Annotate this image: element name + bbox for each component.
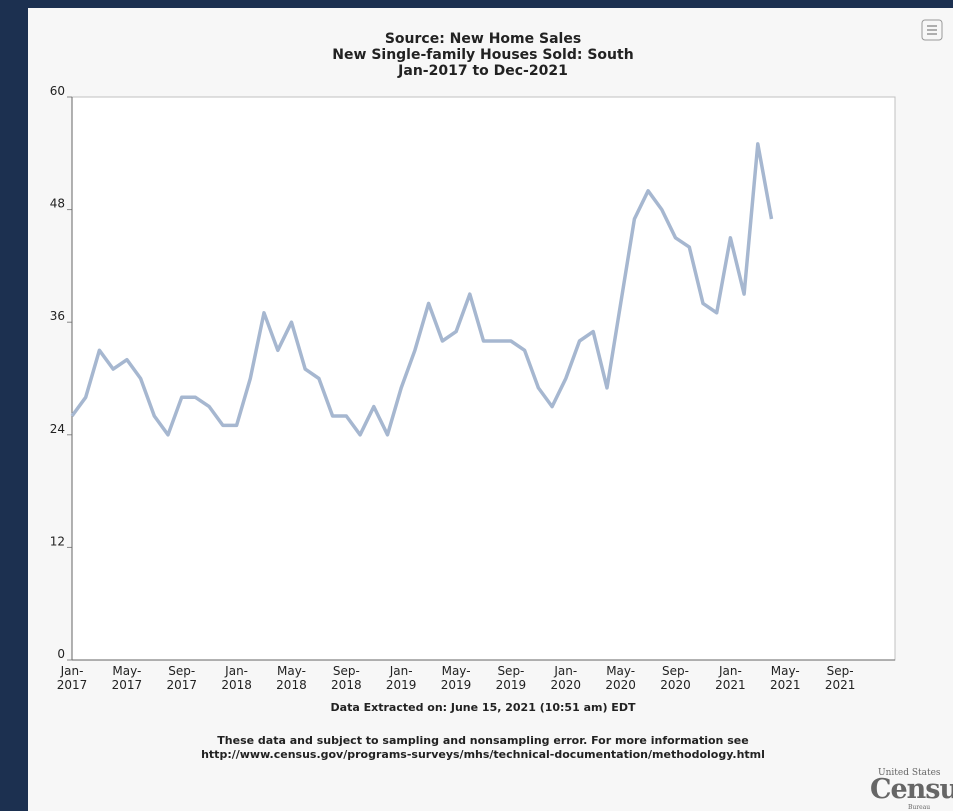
x-tick-label: May-2021 <box>769 664 801 692</box>
x-tick-label: Sep-2019 <box>495 664 527 692</box>
chart-title: New Single-family Houses Sold: South <box>332 47 633 63</box>
y-tick-label: 48 <box>50 197 65 211</box>
source-note: http://www.census.gov/programs-surveys/m… <box>201 748 765 761</box>
x-tick-label: Sep-2018 <box>331 664 362 692</box>
x-tick-label: Jan-2021 <box>715 664 746 692</box>
y-tick-label: 12 <box>50 534 65 548</box>
x-tick-label: Jan-2019 <box>385 664 417 692</box>
x-tick-label: May-2020 <box>605 664 636 692</box>
x-tick-label: Sep-2017 <box>166 664 197 692</box>
y-tick-label: 60 <box>50 84 65 98</box>
x-tick-label: Jan-2017 <box>56 664 88 692</box>
chart-panel: Source: New Home Sales New Single-family … <box>28 8 953 811</box>
logo-bottom: Bureau <box>908 804 931 811</box>
x-tick-label: Sep-2020 <box>660 664 691 692</box>
logo-top: United States <box>878 768 941 778</box>
x-tick-label: Sep-2021 <box>824 664 856 692</box>
data-line <box>70 142 774 437</box>
x-tick-label: May-2017 <box>111 664 143 692</box>
chart-title: Jan-2017 to Dec-2021 <box>397 63 568 79</box>
y-tick-label: 36 <box>50 309 65 323</box>
x-tick-label: Jan-2020 <box>550 664 582 692</box>
menu-button[interactable] <box>921 19 943 41</box>
x-tick-label: May-2018 <box>276 664 307 692</box>
extracted-note: Data Extracted on: June 15, 2021 (10:51 … <box>331 701 636 714</box>
logo-main: Census <box>870 774 953 805</box>
source-note: These data and subject to sampling and n… <box>217 734 748 747</box>
plot-area <box>71 96 896 661</box>
x-tick-label: Jan-2018 <box>221 664 252 692</box>
y-tick-label: 24 <box>50 422 65 436</box>
chart-title: Source: New Home Sales <box>385 31 581 47</box>
y-tick-label: 0 <box>57 647 65 661</box>
x-tick-label: May-2019 <box>440 664 472 692</box>
